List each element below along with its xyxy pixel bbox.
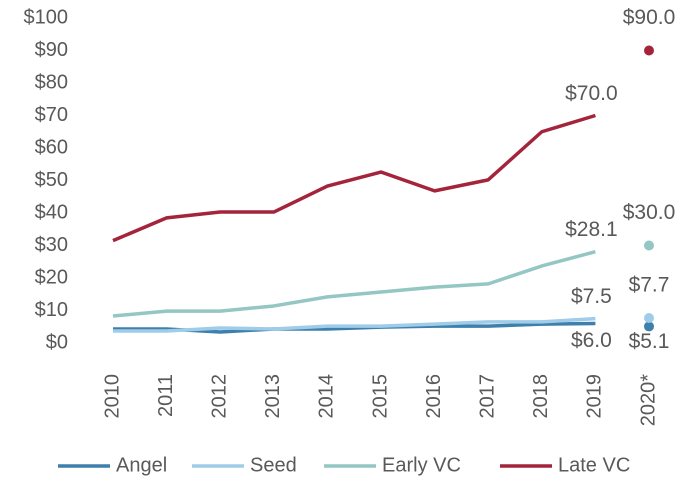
y-tick-label: $80 <box>35 71 68 93</box>
value-label: $70.0 <box>565 82 618 105</box>
x-tick-label: 2014 <box>316 374 338 419</box>
y-tick-label: $90 <box>35 39 68 61</box>
y-tick-label: $10 <box>35 299 68 321</box>
y-tick-label: $40 <box>35 201 68 223</box>
x-tick-label: 2013 <box>262 374 284 419</box>
legend-label: Seed <box>250 454 297 476</box>
value-label: $90.0 <box>623 6 676 29</box>
projected-point <box>644 240 654 251</box>
legend-label: Early VC <box>382 454 461 476</box>
legend-label: Late VC <box>558 454 630 476</box>
legend-label: Angel <box>116 454 167 476</box>
y-tick-label: $60 <box>35 136 68 158</box>
line <box>113 316 596 333</box>
line <box>112 249 596 318</box>
value-label: $6.0 <box>571 329 612 352</box>
x-tick-label: 2011 <box>155 374 177 417</box>
x-tick-label: 2012 <box>208 374 230 419</box>
value-label: $5.1 <box>629 330 670 353</box>
x-tick-label: 2018 <box>530 374 552 419</box>
y-tick-label: $70 <box>35 104 68 126</box>
y-tick-label: $100 <box>24 6 69 28</box>
x-tick-label: 2015 <box>369 374 391 419</box>
value-label: $7.7 <box>629 274 670 297</box>
x-tick-label: 2020* <box>637 374 659 426</box>
value-label: $7.5 <box>571 285 612 308</box>
projected-point <box>644 45 654 56</box>
x-tick-label: 2017 <box>476 374 498 419</box>
projected-point <box>644 312 654 323</box>
x-tick-label: 2019 <box>584 374 606 419</box>
x-tick-label: 2016 <box>423 374 445 419</box>
x-tick-label: 2010 <box>101 374 123 419</box>
value-label: $30.0 <box>623 201 676 224</box>
projected-point <box>644 321 654 332</box>
line <box>112 113 596 243</box>
y-tick-label: $50 <box>35 169 68 191</box>
y-tick-label: $20 <box>35 266 68 288</box>
y-tick-label: $0 <box>46 331 68 353</box>
value-label: $28.1 <box>565 218 618 241</box>
y-tick-label: $30 <box>35 234 68 256</box>
